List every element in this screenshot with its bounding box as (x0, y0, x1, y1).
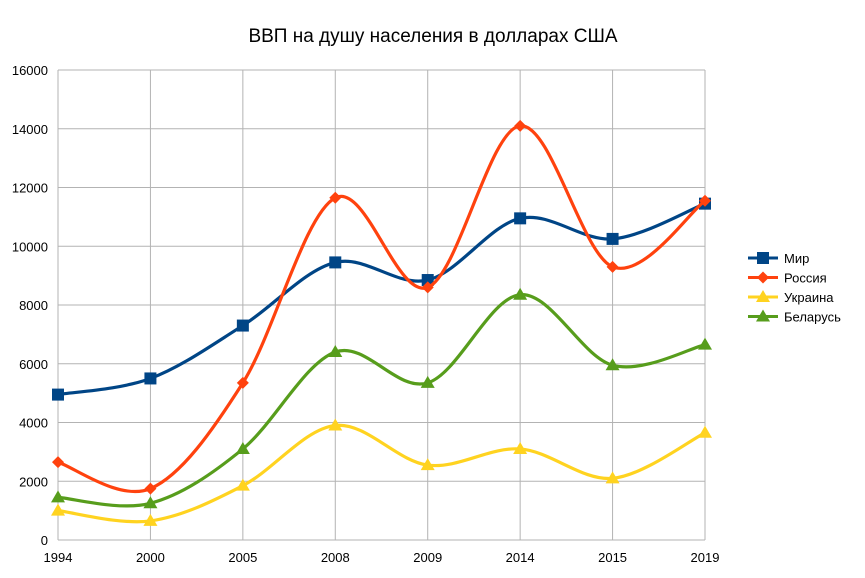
data-point-russia (421, 281, 434, 294)
y-tick-label: 0 (41, 533, 48, 548)
data-point-russia (606, 260, 619, 273)
series-line-russia (57, 124, 706, 494)
data-point-belarus (51, 490, 65, 503)
legend-label: Мир (784, 251, 809, 266)
data-point-belarus (698, 337, 712, 350)
legend-marker (757, 271, 769, 284)
data-point-world (606, 232, 619, 245)
data-point-ukraine (51, 503, 65, 516)
data-point-world (421, 274, 434, 287)
x-tick-label: 2008 (321, 550, 350, 565)
x-tick-label: 2009 (413, 550, 442, 565)
data-point-russia (514, 119, 527, 132)
series-world (52, 197, 711, 401)
data-point-world (52, 388, 64, 401)
legend-marker (757, 252, 769, 264)
series-ukraine (51, 418, 712, 526)
data-point-ukraine (420, 458, 435, 471)
data-point-belarus (513, 287, 528, 300)
data-point-russia (52, 456, 64, 469)
y-tick-label: 14000 (12, 122, 48, 137)
y-tick-label: 10000 (12, 239, 48, 254)
data-point-ukraine (328, 418, 343, 431)
data-point-belarus (235, 441, 250, 454)
x-tick-label: 2000 (136, 550, 165, 565)
y-tick-label: 8000 (19, 298, 48, 313)
series-line-ukraine (57, 423, 706, 524)
data-point-belarus (605, 358, 620, 371)
axes: 0 2000 4000 6000 8000 10000 12000 14000 16000 199… (12, 63, 720, 565)
data-point-russia (329, 191, 342, 204)
data-point-ukraine (698, 425, 712, 438)
legend: Мир Россия Украина Беларусь (748, 251, 841, 325)
y-tick-label: 2000 (19, 474, 48, 489)
x-tick-label: 1994 (44, 550, 73, 565)
y-tick-label: 12000 (12, 181, 48, 196)
data-point-russia (144, 482, 157, 495)
x-tick-label: 2015 (598, 550, 627, 565)
legend-label: Украина (784, 290, 834, 305)
y-tick-label: 4000 (19, 416, 48, 431)
legend-label: Россия (784, 271, 827, 286)
data-point-belarus (328, 345, 343, 357)
data-point-ukraine (605, 471, 620, 484)
data-point-world (236, 319, 249, 332)
x-tick-label: 2005 (228, 550, 257, 565)
y-tick-label: 16000 (12, 63, 48, 78)
data-point-world (144, 372, 157, 385)
legend-marker (756, 309, 770, 322)
series-belarus (51, 287, 712, 509)
data-point-ukraine (235, 478, 250, 491)
data-point-world (514, 212, 527, 225)
series-russia (52, 119, 711, 495)
data-point-russia (236, 376, 249, 389)
series-line-belarus (57, 293, 706, 508)
grid (57, 69, 706, 541)
legend-item-world: Мир (748, 251, 809, 266)
legend-item-russia: Россия (748, 271, 827, 286)
legend-item-ukraine: Украина (748, 290, 834, 305)
legend-marker (756, 290, 770, 302)
data-point-russia (699, 194, 711, 207)
data-point-belarus (143, 496, 158, 509)
series-line-world (57, 202, 706, 397)
chart-title: ВВП на душу населения в долларах США (248, 26, 617, 47)
x-tick-label: 2014 (506, 550, 535, 565)
legend-label: Беларусь (784, 310, 841, 325)
data-point-ukraine (143, 513, 158, 526)
data-point-world (329, 256, 342, 269)
data-point-ukraine (513, 441, 528, 454)
data-point-belarus (420, 375, 435, 388)
x-tick-label: 2019 (691, 550, 720, 565)
series-group (51, 119, 712, 526)
y-tick-label: 6000 (19, 357, 48, 372)
legend-item-belarus: Беларусь (748, 309, 841, 325)
